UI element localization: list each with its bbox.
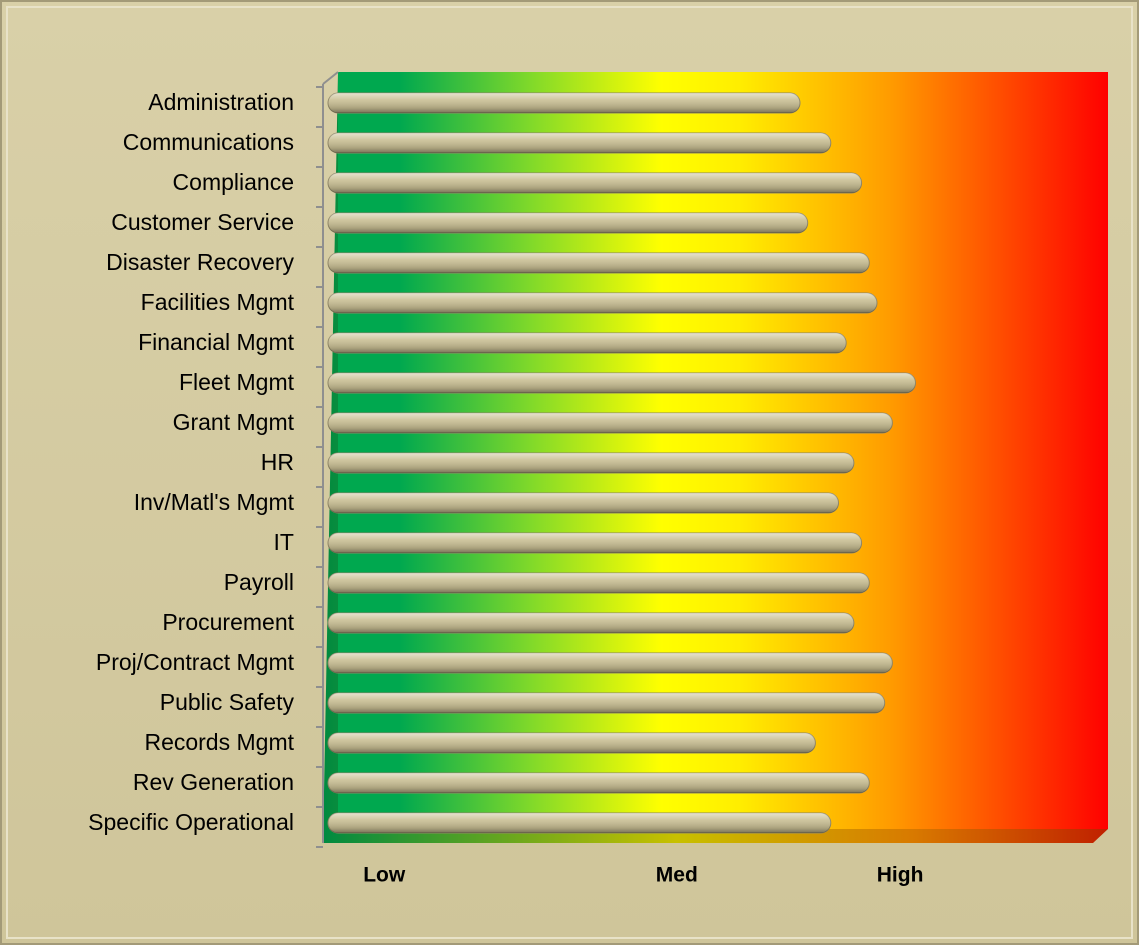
y-tick-label: Communications [123, 129, 294, 155]
bar-shade [328, 213, 808, 233]
bar-shade [328, 813, 831, 833]
bar-shade [328, 573, 870, 593]
y-tick-label: Financial Mgmt [138, 329, 295, 355]
bar-shade [328, 413, 893, 433]
x-tick-label: Med [656, 864, 698, 887]
y-tick-label: Grant Mgmt [173, 409, 295, 435]
bar-shade [328, 333, 847, 353]
bar-shade [328, 493, 839, 513]
y-tick-label: HR [261, 449, 294, 475]
bar-shade [328, 453, 854, 473]
bar-shade [328, 173, 862, 193]
bar-shade [328, 653, 893, 673]
bar-shade [328, 613, 854, 633]
bar-shade [328, 373, 916, 393]
y-tick-label: IT [274, 529, 294, 555]
frame [6, 6, 1133, 939]
y-tick-label: Rev Generation [133, 769, 294, 795]
y-tick-label: Public Safety [160, 689, 295, 715]
y-tick-label: Proj/Contract Mgmt [96, 649, 295, 675]
y-tick-label: Procurement [162, 609, 294, 635]
y-tick-label: Compliance [173, 169, 294, 195]
bar-shade [328, 133, 831, 153]
x-tick-label: High [877, 864, 924, 887]
y-tick-label: Records Mgmt [144, 729, 294, 755]
x-tick-label: Low [363, 864, 406, 887]
y-tick-label: Administration [148, 89, 294, 115]
bar-shade [328, 533, 862, 553]
y-tick-label: Inv/Matl's Mgmt [134, 489, 295, 515]
bar-shade [328, 733, 816, 753]
y-tick-label: Facilities Mgmt [141, 289, 295, 315]
y-axis-top [322, 71, 339, 85]
y-tick-label: Specific Operational [88, 809, 294, 835]
y-tick-label: Customer Service [111, 209, 294, 235]
y-tick-label: Payroll [224, 569, 294, 595]
bar-shade [328, 693, 885, 713]
bar-shade [328, 253, 870, 273]
y-tick-label: Fleet Mgmt [179, 369, 295, 395]
bar-shade [328, 93, 800, 113]
y-tick-label: Disaster Recovery [106, 249, 294, 275]
bar-shade [328, 293, 877, 313]
bar-shade [328, 773, 870, 793]
